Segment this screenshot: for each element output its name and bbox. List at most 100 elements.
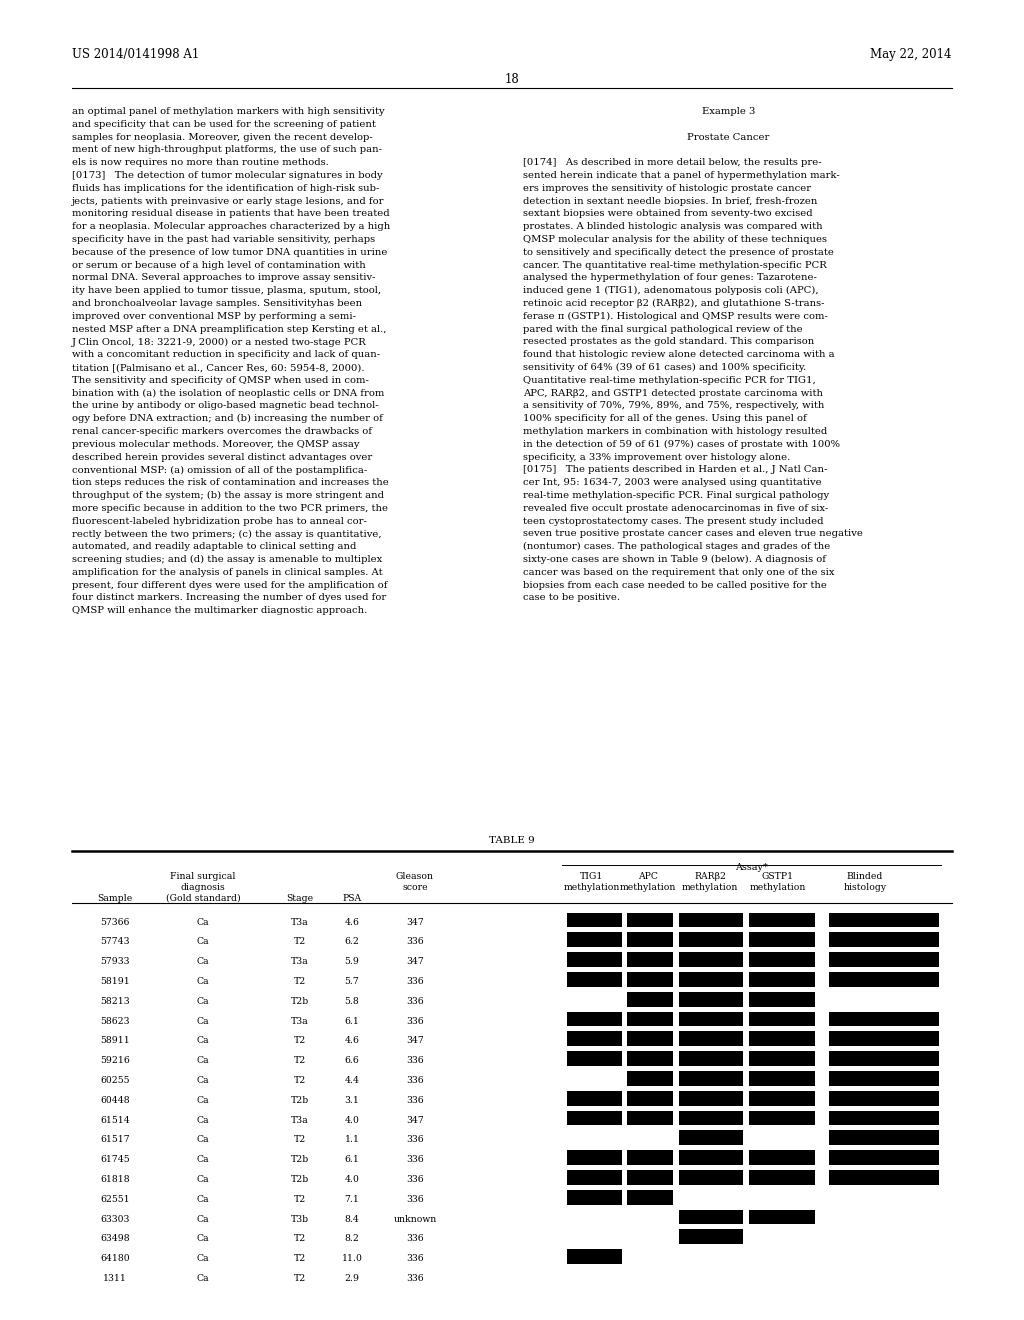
Text: TIG1: TIG1 (581, 873, 604, 880)
Text: 336: 336 (407, 997, 424, 1006)
Bar (679, 1031, 743, 1045)
Text: 5.8: 5.8 (345, 997, 359, 1006)
Text: 60255: 60255 (100, 1076, 130, 1085)
Text: 57743: 57743 (100, 937, 130, 946)
Text: Ca: Ca (197, 957, 209, 966)
Text: 347: 347 (407, 957, 424, 966)
Text: specificity, a 33% improvement over histology alone.: specificity, a 33% improvement over hist… (523, 453, 791, 462)
Text: 57366: 57366 (100, 917, 130, 927)
Text: pared with the final surgical pathological review of the: pared with the final surgical pathologic… (523, 325, 803, 334)
Text: more specific because in addition to the two PCR primers, the: more specific because in addition to the… (72, 504, 388, 512)
Bar (679, 972, 743, 986)
Text: 347: 347 (407, 917, 424, 927)
Text: Ca: Ca (197, 1076, 209, 1085)
Text: 61517: 61517 (100, 1135, 130, 1144)
Text: QMSP molecular analysis for the ability of these techniques: QMSP molecular analysis for the ability … (523, 235, 827, 244)
Text: amplification for the analysis of panels in clinical samples. At: amplification for the analysis of panels… (72, 568, 383, 577)
Text: 336: 336 (407, 1175, 424, 1184)
Text: Ca: Ca (197, 937, 209, 946)
Text: T2b: T2b (291, 1155, 309, 1164)
Bar (627, 912, 673, 927)
Text: 6.2: 6.2 (344, 937, 359, 946)
Text: Gleason: Gleason (396, 873, 434, 880)
Bar (749, 952, 815, 966)
Text: Ca: Ca (197, 1115, 209, 1125)
Text: 336: 336 (407, 937, 424, 946)
Bar (567, 1170, 622, 1185)
Bar (679, 912, 743, 927)
Text: 6.1: 6.1 (344, 1016, 359, 1026)
Text: 8.4: 8.4 (344, 1214, 359, 1224)
Bar (567, 912, 622, 927)
Text: Ca: Ca (197, 1135, 209, 1144)
Text: 8.2: 8.2 (344, 1234, 359, 1243)
Bar (829, 912, 939, 927)
Bar (829, 932, 939, 946)
Text: T2: T2 (294, 1135, 306, 1144)
Text: (Gold standard): (Gold standard) (166, 894, 241, 903)
Text: seven true positive prostate cancer cases and eleven true negative: seven true positive prostate cancer case… (523, 529, 863, 539)
Text: methylation: methylation (750, 883, 806, 892)
Text: T3b: T3b (291, 1214, 309, 1224)
Text: 4.0: 4.0 (344, 1175, 359, 1184)
Bar (679, 1051, 743, 1065)
Bar (627, 1011, 673, 1027)
Text: The sensitivity and specificity of QMSP when used in com-: The sensitivity and specificity of QMSP … (72, 376, 369, 385)
Text: T2: T2 (294, 1195, 306, 1204)
Text: 336: 336 (407, 1195, 424, 1204)
Text: 336: 336 (407, 1016, 424, 1026)
Text: renal cancer-specific markers overcomes the drawbacks of: renal cancer-specific markers overcomes … (72, 426, 372, 436)
Text: histology: histology (844, 883, 887, 892)
Bar (679, 1011, 743, 1027)
Text: US 2014/0141998 A1: US 2014/0141998 A1 (72, 48, 200, 61)
Text: fluorescent-labeled hybridization probe has to anneal cor-: fluorescent-labeled hybridization probe … (72, 516, 367, 525)
Bar (749, 1071, 815, 1085)
Text: rectly between the two primers; (c) the assay is quantitative,: rectly between the two primers; (c) the … (72, 529, 382, 539)
Text: score: score (402, 883, 428, 892)
Bar (829, 972, 939, 986)
Text: retinoic acid receptor β2 (RARβ2), and glutathione S-trans-: retinoic acid receptor β2 (RARβ2), and g… (523, 300, 824, 308)
Text: PSA: PSA (342, 894, 361, 903)
Bar (567, 1110, 622, 1125)
Text: for a neoplasia. Molecular approaches characterized by a high: for a neoplasia. Molecular approaches ch… (72, 222, 390, 231)
Text: and bronchoalveolar lavage samples. Sensitivityhas been: and bronchoalveolar lavage samples. Sens… (72, 300, 362, 308)
Bar (829, 1110, 939, 1125)
Bar (627, 1150, 673, 1164)
Text: titation [(Palmisano et al., Cancer Res, 60: 5954-8, 2000).: titation [(Palmisano et al., Cancer Res,… (72, 363, 365, 372)
Text: 1311: 1311 (103, 1274, 127, 1283)
Text: Blinded: Blinded (847, 873, 883, 880)
Text: in the detection of 59 of 61 (97%) cases of prostate with 100%: in the detection of 59 of 61 (97%) cases… (523, 440, 840, 449)
Text: T2: T2 (294, 1254, 306, 1263)
Text: 4.0: 4.0 (344, 1115, 359, 1125)
Text: 5.9: 5.9 (344, 957, 359, 966)
Text: detection in sextant needle biopsies. In brief, fresh-frozen: detection in sextant needle biopsies. In… (523, 197, 817, 206)
Bar (627, 1031, 673, 1045)
Text: induced gene 1 (TIG1), adenomatous polyposis coli (APC),: induced gene 1 (TIG1), adenomatous polyp… (523, 286, 818, 296)
Text: screening studies; and (d) the assay is amenable to multiplex: screening studies; and (d) the assay is … (72, 554, 382, 564)
Text: conventional MSP: (a) omission of all of the postamplifica-: conventional MSP: (a) omission of all of… (72, 466, 368, 474)
Bar (679, 1209, 743, 1225)
Text: Ca: Ca (197, 1155, 209, 1164)
Bar (567, 1150, 622, 1164)
Text: jects, patients with preinvasive or early stage lesions, and for: jects, patients with preinvasive or earl… (72, 197, 384, 206)
Text: T2: T2 (294, 977, 306, 986)
Text: T2: T2 (294, 1056, 306, 1065)
Bar (567, 1090, 622, 1106)
Text: 6.6: 6.6 (345, 1056, 359, 1065)
Text: els is now requires no more than routine methods.: els is now requires no more than routine… (72, 158, 329, 168)
Text: normal DNA. Several approaches to improve assay sensitiv-: normal DNA. Several approaches to improv… (72, 273, 376, 282)
Bar (749, 1051, 815, 1065)
Bar (829, 952, 939, 966)
Text: nested MSP after a DNA preamplification step Kersting et al.,: nested MSP after a DNA preamplification … (72, 325, 386, 334)
Text: four distinct markers. Increasing the number of dyes used for: four distinct markers. Increasing the nu… (72, 594, 386, 602)
Bar (829, 1051, 939, 1065)
Text: Ca: Ca (197, 917, 209, 927)
Text: 61514: 61514 (100, 1115, 130, 1125)
Text: teen cystoprostatectomy cases. The present study included: teen cystoprostatectomy cases. The prese… (523, 516, 823, 525)
Bar (679, 1090, 743, 1106)
Text: 3.1: 3.1 (344, 1096, 359, 1105)
Text: 336: 336 (407, 1254, 424, 1263)
Text: T2: T2 (294, 1274, 306, 1283)
Bar (749, 932, 815, 946)
Text: 61818: 61818 (100, 1175, 130, 1184)
